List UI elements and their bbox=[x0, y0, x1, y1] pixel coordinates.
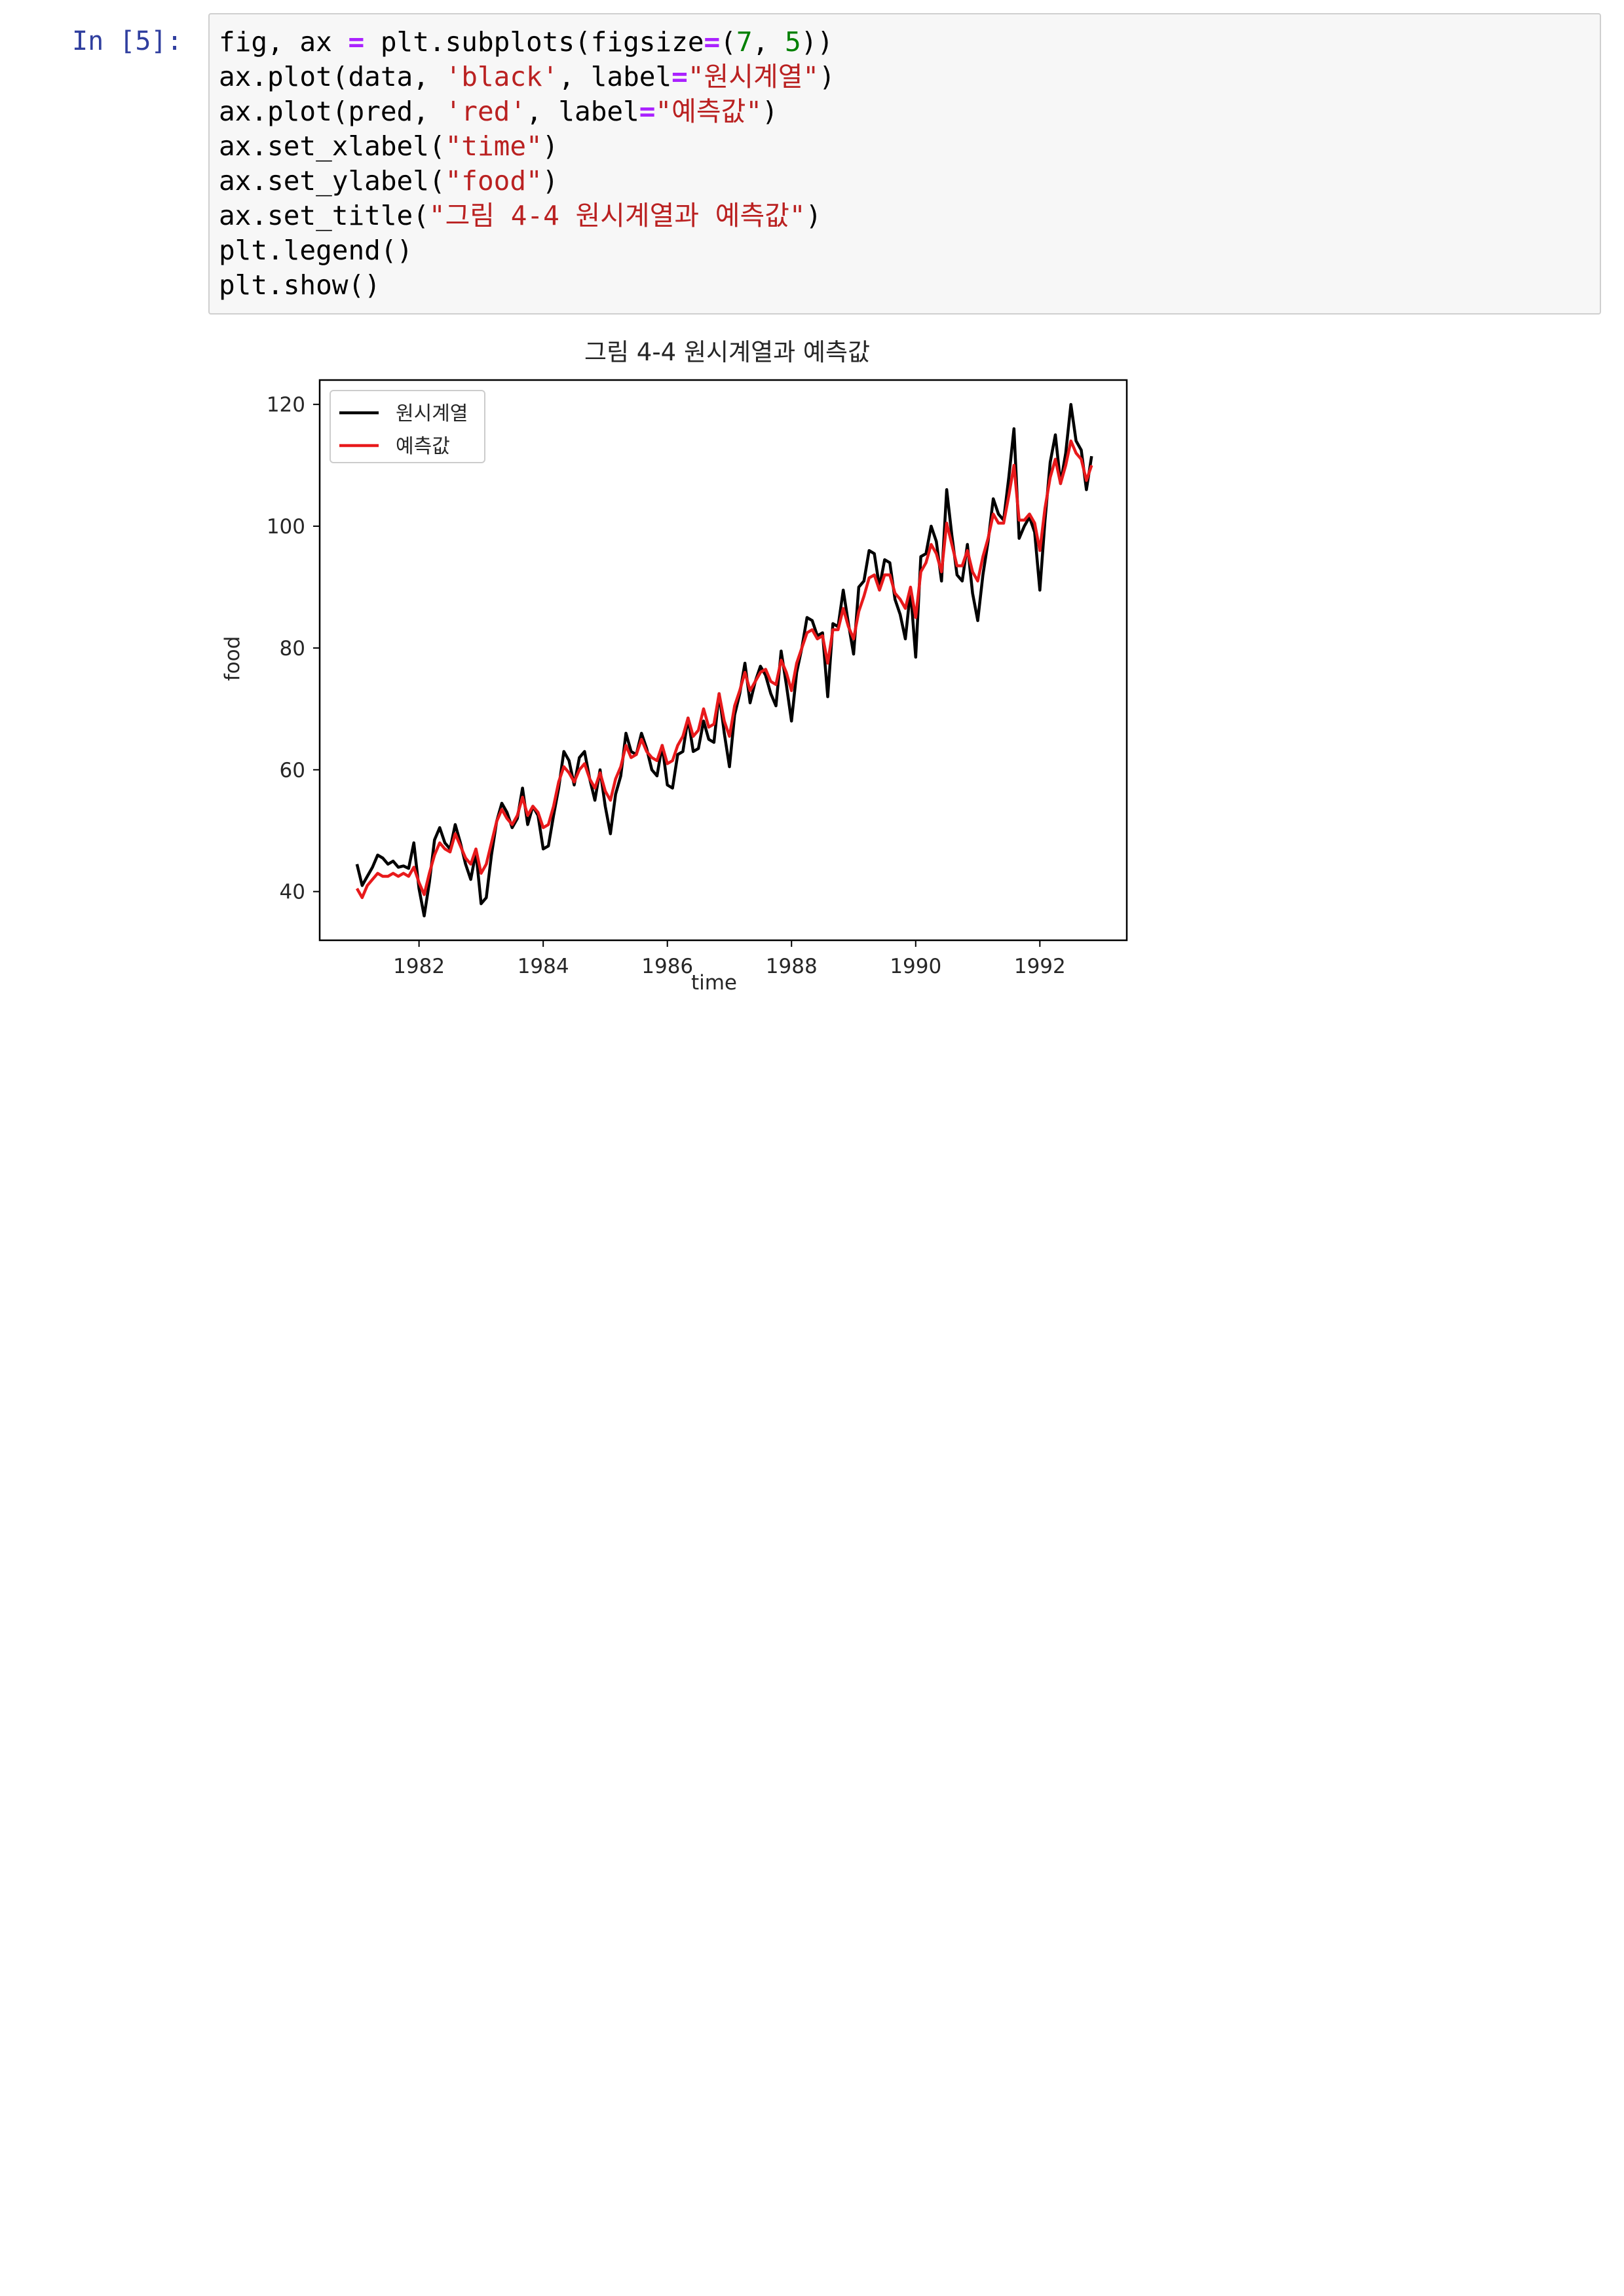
code-line: plt.show() bbox=[219, 269, 381, 301]
code-line: ax.plot(pred, 'red', label="예측값") bbox=[219, 96, 778, 127]
code-token: 'black' bbox=[445, 61, 559, 92]
code-token: ) bbox=[819, 61, 835, 92]
code-token: = bbox=[639, 96, 656, 127]
y-tick-label: 120 bbox=[267, 393, 305, 417]
code-token: = bbox=[348, 26, 365, 58]
axes-frame bbox=[318, 379, 1128, 942]
code-token: , label bbox=[558, 61, 672, 92]
chart-title: 그림 4-4 원시계열과 예측값 bbox=[584, 338, 870, 366]
code-line: plt.legend() bbox=[219, 235, 413, 266]
code-token: ax.set_title( bbox=[219, 200, 429, 231]
y-tick-label: 80 bbox=[280, 637, 305, 660]
code-token: )) bbox=[801, 26, 834, 58]
x-tick-label: 1990 bbox=[890, 955, 941, 978]
series-line-0 bbox=[355, 402, 1093, 918]
code-token: "time" bbox=[445, 130, 542, 162]
code-token: fig, ax bbox=[219, 26, 349, 58]
y-tick-label: 100 bbox=[267, 515, 305, 539]
code-token: ) bbox=[762, 96, 778, 127]
x-tick-label: 1988 bbox=[766, 955, 818, 978]
x-axis-label: time bbox=[691, 971, 737, 995]
code-token: ) bbox=[805, 200, 822, 231]
y-tick-label: 40 bbox=[280, 881, 305, 904]
code-token: = bbox=[704, 26, 721, 58]
code-line: ax.set_xlabel("time") bbox=[219, 130, 558, 162]
code-token: ax.plot(pred, bbox=[219, 96, 445, 127]
code-token: plt.legend() bbox=[219, 235, 413, 266]
code-token: "원시계열" bbox=[687, 61, 820, 92]
code-token: plt.show() bbox=[219, 269, 381, 301]
legend-entry: 원시계열 bbox=[396, 402, 468, 425]
code-token: 'red' bbox=[445, 96, 526, 127]
code-token: 5 bbox=[784, 26, 801, 58]
code-token: plt.subplots(figsize bbox=[364, 26, 704, 58]
code-editor[interactable]: fig, ax = plt.subplots(figsize=(7, 5)) a… bbox=[219, 25, 835, 303]
x-tick-label: 1984 bbox=[518, 955, 569, 978]
code-token: ax.plot(data, bbox=[219, 61, 445, 92]
plot-area: 1982 1984 1986 1988 1990 1992 40 60 80 100 120 bbox=[267, 379, 1128, 978]
y-tick-label: 60 bbox=[280, 759, 305, 782]
code-token: ax.set_ylabel( bbox=[219, 165, 445, 197]
code-cell[interactable]: fig, ax = plt.subplots(figsize=(7, 5)) a… bbox=[208, 13, 1601, 315]
code-line: fig, ax = plt.subplots(figsize=(7, 5)) bbox=[219, 26, 833, 58]
x-tick-label: 1992 bbox=[1014, 955, 1066, 978]
code-token: ( bbox=[720, 26, 736, 58]
code-line: ax.plot(data, 'black', label="원시계열") bbox=[219, 61, 835, 92]
chart-output: 그림 4-4 원시계열과 예측값 1982 1984 1986 1988 1990 199… bbox=[221, 338, 1128, 995]
code-token: ) bbox=[542, 130, 559, 162]
code-token: 7 bbox=[736, 26, 753, 58]
code-token: "그림 4-4 원시계열과 예측값" bbox=[428, 200, 806, 231]
code-token: = bbox=[671, 61, 688, 92]
code-token: , bbox=[752, 26, 785, 58]
code-token: "예측값" bbox=[655, 96, 763, 127]
code-line: ax.set_title("그림 4-4 원시계열과 예측값") bbox=[219, 200, 821, 231]
code-token: ) bbox=[542, 165, 559, 197]
x-tick-label: 1986 bbox=[641, 955, 693, 978]
code-token: , label bbox=[526, 96, 639, 127]
input-prompt: In [5]: bbox=[72, 26, 183, 56]
code-token: ax.set_xlabel( bbox=[219, 130, 445, 162]
code-token: "food" bbox=[445, 165, 542, 197]
legend-entry: 예측값 bbox=[396, 435, 450, 458]
x-tick-label: 1982 bbox=[393, 955, 445, 978]
y-axis-label: food bbox=[221, 636, 244, 681]
series-line-1 bbox=[355, 439, 1093, 900]
code-line: ax.set_ylabel("food") bbox=[219, 165, 558, 197]
